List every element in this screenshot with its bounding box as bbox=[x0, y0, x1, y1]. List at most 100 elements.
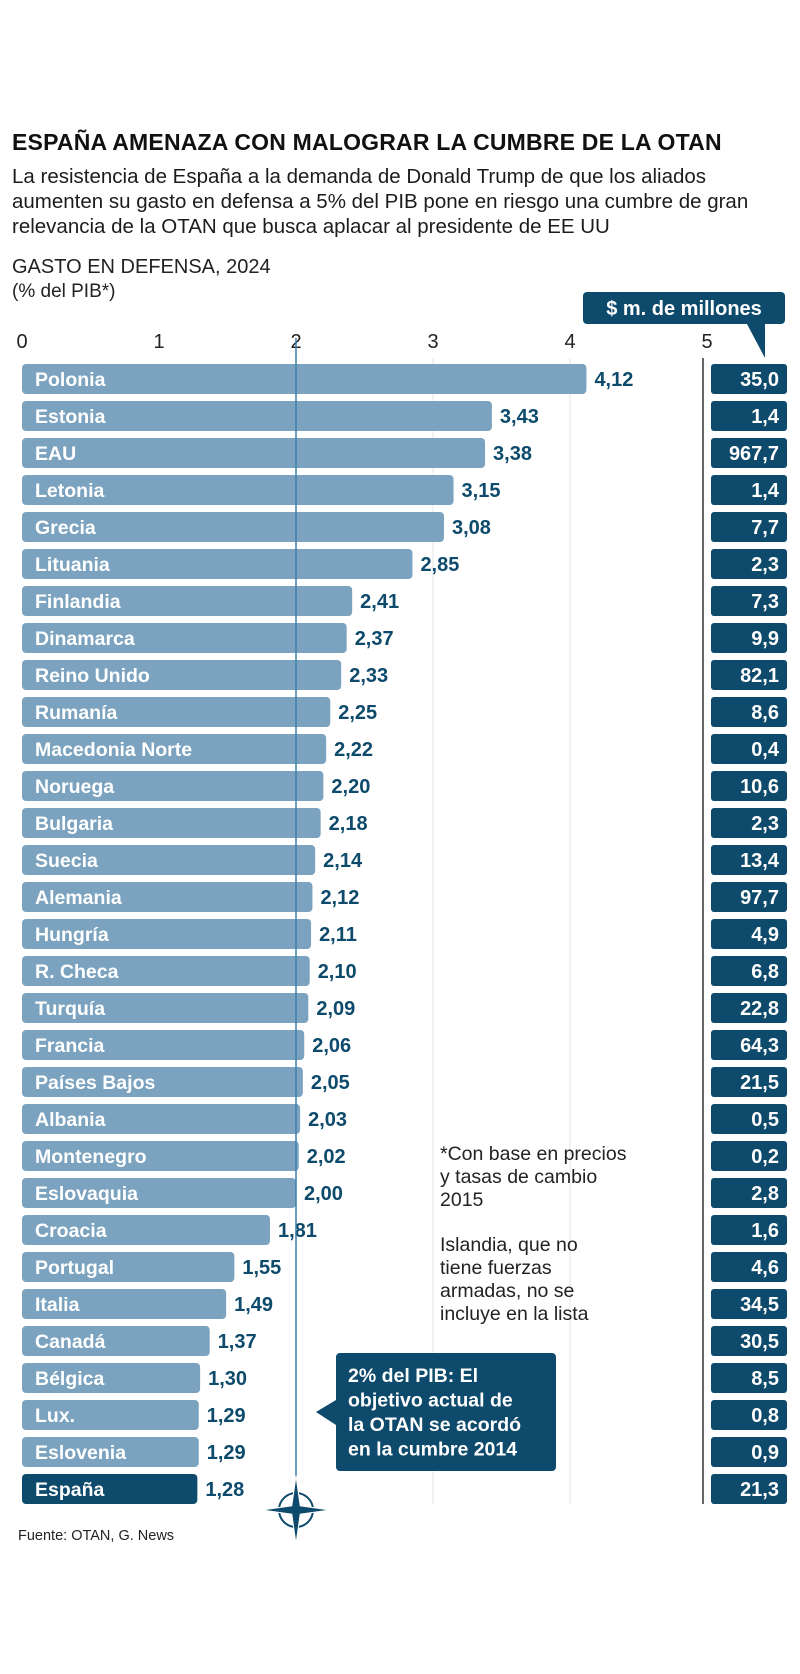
secondary-value: 4,9 bbox=[751, 924, 779, 946]
secondary-value-box bbox=[711, 1289, 787, 1319]
value-label: 3,15 bbox=[462, 480, 501, 502]
bar bbox=[22, 1252, 235, 1282]
value-label: 2,25 bbox=[338, 702, 377, 724]
bar bbox=[22, 586, 353, 616]
country-label: España bbox=[35, 1479, 105, 1501]
secondary-value: 35,0 bbox=[740, 369, 779, 391]
bar bbox=[22, 1363, 201, 1393]
value-label: 4,12 bbox=[594, 369, 633, 391]
secondary-value: 967,7 bbox=[729, 443, 779, 465]
secondary-value: 22,8 bbox=[740, 998, 779, 1020]
bar bbox=[22, 1178, 296, 1208]
value-label: 1,37 bbox=[218, 1331, 257, 1353]
country-label: Polonia bbox=[35, 369, 106, 391]
secondary-value: 0,2 bbox=[751, 1146, 779, 1168]
secondary-value-box bbox=[711, 438, 787, 468]
value-label: 2,18 bbox=[329, 813, 368, 835]
bar bbox=[22, 660, 342, 690]
bar bbox=[22, 1104, 301, 1134]
value-label: 2,85 bbox=[420, 554, 459, 576]
value-label: 1,29 bbox=[207, 1442, 246, 1464]
bar bbox=[22, 1326, 210, 1356]
secondary-header-pointer bbox=[747, 324, 765, 358]
secondary-value: 97,7 bbox=[740, 887, 779, 909]
value-label: 2,33 bbox=[349, 665, 388, 687]
bar bbox=[22, 956, 310, 986]
bar bbox=[22, 882, 313, 912]
bar bbox=[22, 438, 486, 468]
bar bbox=[22, 734, 327, 764]
country-label: Macedonia Norte bbox=[35, 739, 192, 761]
country-label: Grecia bbox=[35, 517, 96, 539]
secondary-value-box bbox=[711, 1474, 787, 1504]
country-label: Albania bbox=[35, 1109, 106, 1131]
secondary-value: 64,3 bbox=[740, 1035, 779, 1057]
value-label: 1,30 bbox=[208, 1368, 247, 1390]
country-label: Italia bbox=[35, 1294, 80, 1316]
secondary-value: 0,5 bbox=[751, 1109, 779, 1131]
country-label: Eslovaquia bbox=[35, 1183, 138, 1205]
bar bbox=[22, 1400, 199, 1430]
bar bbox=[22, 364, 587, 394]
bar bbox=[22, 1141, 299, 1171]
secondary-value: 10,6 bbox=[740, 776, 779, 798]
value-label: 2,20 bbox=[331, 776, 370, 798]
secondary-value: 8,5 bbox=[751, 1368, 779, 1390]
country-label: Bélgica bbox=[35, 1368, 105, 1390]
secondary-value-box bbox=[711, 771, 787, 801]
secondary-header-box bbox=[583, 292, 785, 324]
chart-subtitle: La resistencia de España a la demanda de… bbox=[12, 165, 749, 238]
secondary-value: 21,5 bbox=[740, 1072, 779, 1094]
bar bbox=[22, 401, 492, 431]
country-label: Finlandia bbox=[35, 591, 121, 613]
bar bbox=[22, 919, 312, 949]
bar bbox=[22, 808, 321, 838]
secondary-value-box bbox=[711, 401, 787, 431]
value-label: 2,02 bbox=[307, 1146, 346, 1168]
bar bbox=[22, 623, 347, 653]
secondary-value-box bbox=[711, 1141, 787, 1171]
secondary-value-box bbox=[711, 512, 787, 542]
x-tick-label: 3 bbox=[427, 331, 438, 353]
note-iceland-line: incluye en la lista bbox=[440, 1303, 589, 1325]
country-label: Suecia bbox=[35, 850, 98, 872]
value-label: 2,37 bbox=[355, 628, 394, 650]
x-tick-label: 4 bbox=[564, 331, 575, 353]
secondary-value: 1,4 bbox=[751, 406, 780, 428]
bar bbox=[22, 1067, 303, 1097]
secondary-value-box bbox=[711, 1067, 787, 1097]
footnote-line: *Con base en precios bbox=[440, 1143, 627, 1165]
secondary-value-box bbox=[711, 697, 787, 727]
country-label: Lux. bbox=[35, 1405, 75, 1427]
secondary-value: 4,6 bbox=[751, 1257, 779, 1279]
note-iceland-line: armadas, no se bbox=[440, 1280, 574, 1302]
value-label: 2,11 bbox=[319, 924, 357, 946]
secondary-value: 7,7 bbox=[751, 517, 779, 539]
bar bbox=[22, 512, 444, 542]
country-label: Lituania bbox=[35, 554, 110, 576]
secondary-value-box bbox=[711, 475, 787, 505]
bar bbox=[22, 993, 309, 1023]
value-label: 1,29 bbox=[207, 1405, 246, 1427]
note-iceland-line: tiene fuerzas bbox=[440, 1257, 552, 1279]
secondary-value: 21,3 bbox=[740, 1479, 779, 1501]
value-label: 2,09 bbox=[316, 998, 355, 1020]
value-label: 1,81 bbox=[278, 1220, 317, 1242]
value-label: 2,41 bbox=[360, 591, 399, 613]
country-label: Croacia bbox=[35, 1220, 107, 1242]
country-label: Alemania bbox=[35, 887, 122, 909]
country-label: Eslovenia bbox=[35, 1442, 126, 1464]
value-label: 1,28 bbox=[205, 1479, 244, 1501]
secondary-value: 6,8 bbox=[751, 961, 779, 983]
secondary-value: 30,5 bbox=[740, 1331, 779, 1353]
secondary-value-box bbox=[711, 882, 787, 912]
secondary-value-box bbox=[711, 364, 787, 394]
bar bbox=[22, 1474, 198, 1504]
secondary-value-box bbox=[711, 808, 787, 838]
nato-star-icon bbox=[261, 1475, 331, 1545]
value-label: 2,14 bbox=[323, 850, 363, 872]
secondary-value-box bbox=[711, 956, 787, 986]
value-label: 2,10 bbox=[318, 961, 357, 983]
bar bbox=[22, 697, 331, 727]
value-label: 2,03 bbox=[308, 1109, 347, 1131]
